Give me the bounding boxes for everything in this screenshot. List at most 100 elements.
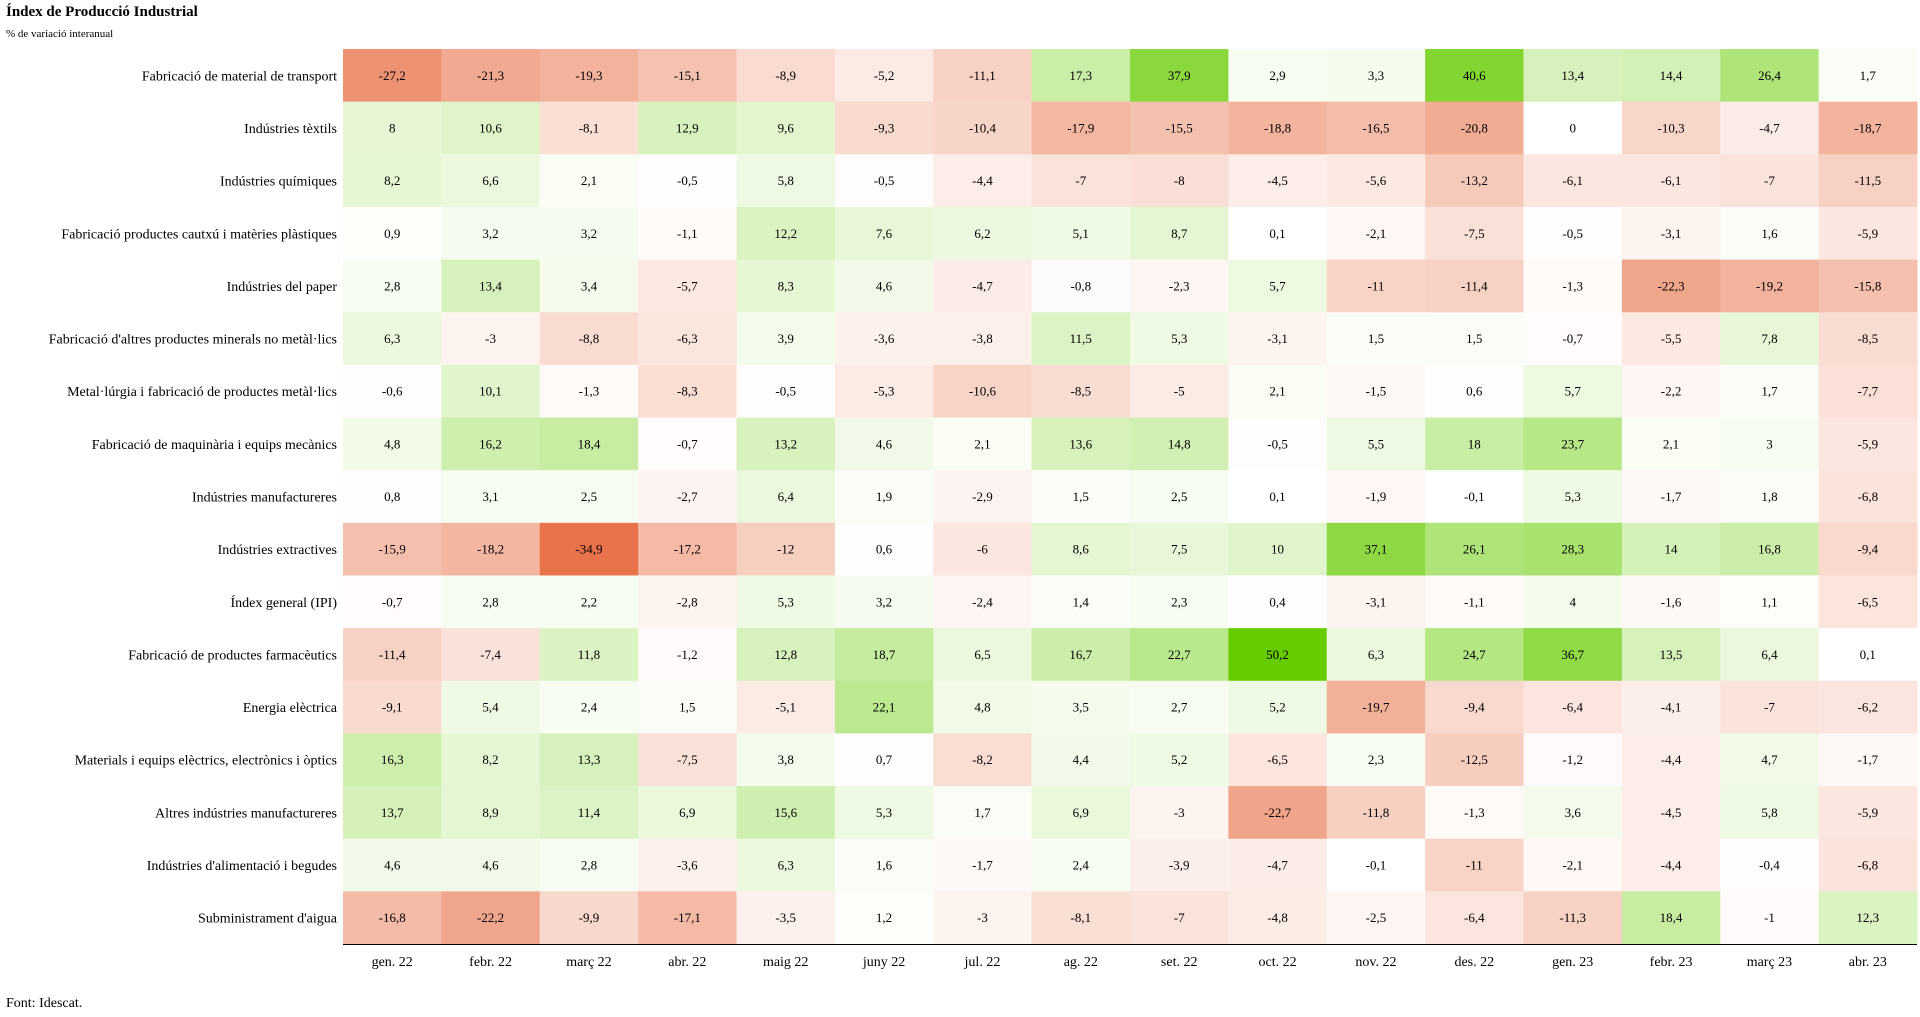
heatmap-cell bbox=[1228, 470, 1328, 524]
row-label: Metal·lúrgia i fabricació de productes m… bbox=[67, 385, 337, 400]
heatmap-cell bbox=[1523, 786, 1623, 840]
cell-value-label: 18,7 bbox=[873, 647, 896, 662]
heatmap-cell bbox=[1425, 259, 1525, 313]
row-label: Subministrament d'aigua bbox=[198, 912, 338, 927]
cell-value-label: -12 bbox=[777, 542, 794, 557]
heatmap-cell bbox=[736, 49, 836, 103]
cell-value-label: -34,9 bbox=[575, 542, 602, 557]
cell-value-label: 13,3 bbox=[578, 752, 601, 767]
heatmap-cell bbox=[1523, 891, 1623, 945]
heatmap-cell bbox=[834, 522, 934, 576]
heatmap-cell bbox=[834, 154, 934, 208]
heatmap-cell bbox=[834, 786, 934, 840]
cell-value-label: -4,4 bbox=[972, 173, 993, 188]
heatmap-cell bbox=[1425, 891, 1525, 945]
heatmap-cell bbox=[638, 786, 738, 840]
heatmap-cell bbox=[933, 312, 1033, 366]
cell-value-label: -6,5 bbox=[1858, 594, 1879, 609]
cell-value-label: 0,1 bbox=[1269, 226, 1285, 241]
heatmap-cell bbox=[1228, 680, 1328, 734]
cell-value-label: 1,5 bbox=[1368, 331, 1384, 346]
heatmap-cell bbox=[1228, 786, 1328, 840]
heatmap-cell bbox=[638, 522, 738, 576]
heatmap-cell bbox=[638, 575, 738, 629]
x-tick-label: nov. 22 bbox=[1355, 955, 1396, 970]
heatmap-cell bbox=[736, 786, 836, 840]
cell-value-label: -10,3 bbox=[1658, 120, 1685, 135]
heatmap-cell bbox=[1818, 628, 1918, 682]
heatmap-cell bbox=[1031, 154, 1131, 208]
heatmap-cell bbox=[834, 891, 934, 945]
cell-value-label: 3,2 bbox=[876, 594, 892, 609]
cell-value-label: -0,5 bbox=[1267, 436, 1288, 451]
cell-value-label: 24,7 bbox=[1463, 647, 1486, 662]
cell-value-label: 12,3 bbox=[1856, 910, 1879, 925]
heatmap-cell bbox=[1720, 891, 1820, 945]
cell-value-label: 7,5 bbox=[1171, 542, 1187, 557]
cell-value-label: 3,6 bbox=[1565, 805, 1582, 820]
cell-value-label: 22,1 bbox=[873, 700, 896, 715]
heatmap-cell bbox=[1130, 364, 1229, 419]
x-tick-label: març 23 bbox=[1747, 955, 1792, 970]
cell-value-label: 13,2 bbox=[774, 436, 797, 451]
heatmap-cell bbox=[343, 891, 442, 945]
heatmap-cell bbox=[1720, 838, 1820, 892]
cell-value-label: -6,2 bbox=[1858, 700, 1879, 715]
cell-value-label: 13,6 bbox=[1069, 436, 1092, 451]
cell-value-label: -2,2 bbox=[1661, 384, 1682, 399]
cell-value-label: -5,3 bbox=[874, 384, 895, 399]
cell-value-label: -19,2 bbox=[1756, 278, 1783, 293]
heatmap-cell bbox=[1031, 628, 1131, 682]
heatmap-cell bbox=[736, 417, 836, 471]
cell-value-label: 14 bbox=[1665, 542, 1679, 557]
cell-value-label: -2,1 bbox=[1366, 226, 1387, 241]
heatmap-cell bbox=[1228, 154, 1328, 208]
heatmap-cell bbox=[933, 154, 1033, 208]
cell-value-label: -3,5 bbox=[775, 910, 796, 925]
cell-value-label: 3,9 bbox=[778, 331, 794, 346]
cell-value-label: 36,7 bbox=[1561, 647, 1584, 662]
cell-value-label: -5,2 bbox=[874, 68, 895, 83]
cell-value-label: 37,9 bbox=[1168, 68, 1191, 83]
cell-value-label: -1,9 bbox=[1366, 489, 1387, 504]
cell-value-label: -17,1 bbox=[674, 910, 701, 925]
cell-value-label: 0,4 bbox=[1269, 594, 1286, 609]
cell-value-label: -0,5 bbox=[775, 384, 796, 399]
cell-value-label: -9,9 bbox=[579, 910, 600, 925]
heatmap-cell bbox=[441, 838, 541, 892]
cell-value-label: -3,8 bbox=[972, 331, 993, 346]
heatmap-cell bbox=[1621, 417, 1721, 471]
cell-value-label: -1,3 bbox=[1464, 805, 1485, 820]
heatmap-cell bbox=[1818, 575, 1918, 629]
heatmap-cell bbox=[933, 733, 1033, 787]
heatmap-cell bbox=[736, 154, 836, 208]
heatmap-cell bbox=[736, 312, 836, 366]
heatmap-cell bbox=[1720, 786, 1820, 840]
heatmap-cell bbox=[1326, 206, 1426, 261]
heatmap-cell bbox=[736, 628, 836, 682]
heatmap-cell bbox=[1326, 417, 1426, 471]
cell-value-label: -0,7 bbox=[677, 436, 698, 451]
cell-value-label: -10,4 bbox=[969, 120, 997, 135]
cell-value-label: -2,9 bbox=[972, 489, 993, 504]
heatmap-cell bbox=[638, 470, 738, 524]
heatmap-cell bbox=[736, 680, 836, 734]
cell-value-label: -1 bbox=[1764, 910, 1775, 925]
heatmap-cell bbox=[1425, 154, 1525, 208]
cell-value-label: 6,3 bbox=[384, 331, 400, 346]
heatmap-cell bbox=[1621, 206, 1721, 261]
x-tick-label: febr. 23 bbox=[1650, 955, 1693, 970]
heatmap-cell bbox=[834, 628, 934, 682]
cell-value-label: 13,5 bbox=[1660, 647, 1683, 662]
heatmap-cell bbox=[1031, 575, 1131, 629]
cell-value-label: 2,9 bbox=[1269, 68, 1285, 83]
heatmap-cell bbox=[1425, 101, 1525, 155]
heatmap-cell bbox=[1031, 786, 1131, 840]
heatmap-cell bbox=[1031, 49, 1131, 103]
cell-value-label: 10 bbox=[1271, 542, 1284, 557]
heatmap-cell bbox=[1523, 575, 1623, 629]
heatmap-cell bbox=[539, 891, 639, 945]
cell-value-label: 1,5 bbox=[1073, 489, 1089, 504]
heatmap-cell bbox=[1031, 680, 1131, 734]
cell-value-label: 13,7 bbox=[381, 805, 404, 820]
